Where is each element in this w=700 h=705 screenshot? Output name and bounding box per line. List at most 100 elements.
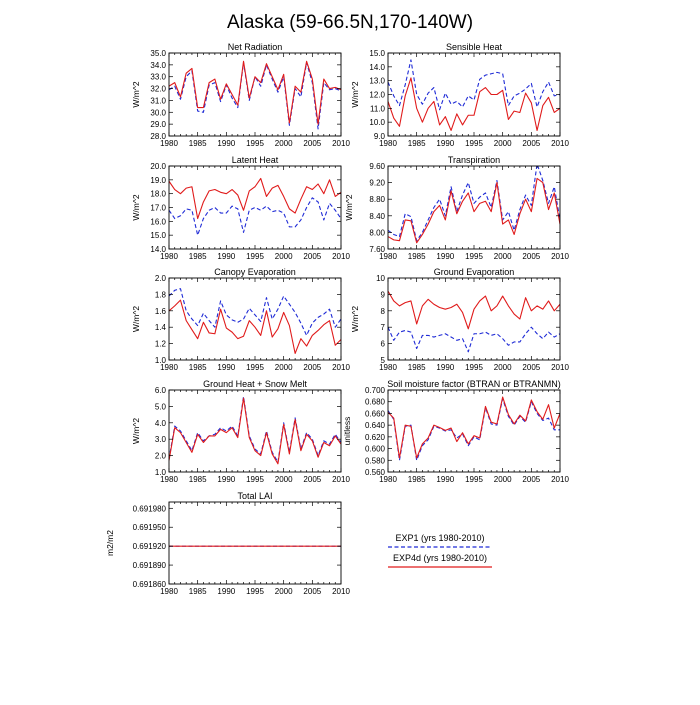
series-line-exp1 [388, 166, 560, 242]
series-line-exp4d [169, 177, 341, 220]
panel-title: Transpiration [448, 155, 500, 165]
series-line-exp4d [388, 290, 560, 330]
x-tick-label: 2010 [551, 475, 569, 484]
series-line-exp1 [388, 326, 560, 353]
x-tick-label: 1980 [160, 363, 178, 372]
plot-frame [168, 165, 342, 250]
y-tick-label: 8.00 [369, 228, 385, 237]
legend: EXP1 (yrs 1980-2010) EXP4d (yrs 1980-201… [388, 533, 492, 568]
series-line-exp1 [169, 197, 341, 236]
x-tick-label: 1980 [379, 139, 397, 148]
y-tick-label: 7.60 [369, 245, 385, 254]
x-tick-label: 1985 [189, 587, 207, 596]
y-tick-label: 1.0 [155, 356, 167, 365]
y-tick-label: 3.0 [155, 435, 167, 444]
chart-panel-4: Transpiration 1980 1985 1990 1995 2000 2005 201… [344, 155, 569, 261]
panel-title: Canopy Evaporation [214, 267, 296, 277]
series-line-exp1 [169, 396, 341, 463]
plot-frame [168, 501, 342, 585]
y-tick-label: 8.40 [369, 212, 385, 221]
y-tick-label: 9.20 [369, 179, 385, 188]
x-tick-label: 2010 [332, 475, 350, 484]
x-tick-label: 2000 [494, 139, 512, 148]
x-tick-label: 1980 [160, 252, 178, 261]
x-tick-label: 2010 [551, 363, 569, 372]
series-line-exp4d [388, 396, 560, 459]
x-tick-label: 1995 [246, 475, 264, 484]
y-axis-label: W/m^2 [350, 81, 360, 107]
y-tick-label: 9.60 [369, 162, 385, 171]
y-tick-label: 9 [381, 290, 386, 299]
y-tick-label: 8 [381, 307, 386, 316]
y-tick-label: 0.691920 [133, 542, 167, 551]
x-tick-label: 1985 [408, 252, 426, 261]
plot-frame [168, 277, 342, 361]
x-tick-label: 1985 [408, 475, 426, 484]
series-group [169, 177, 341, 236]
x-tick-label: 2005 [303, 363, 321, 372]
y-tick-label: 5.0 [155, 402, 167, 411]
x-tick-label: 2000 [275, 475, 293, 484]
x-tick-label: 1990 [217, 587, 235, 596]
x-tick-label: 1980 [379, 252, 397, 261]
plot-frame [168, 389, 342, 473]
series-line-exp4d [169, 397, 341, 465]
y-tick-label: 0.691950 [133, 523, 167, 532]
x-tick-label: 2000 [275, 252, 293, 261]
x-tick-label: 1995 [246, 587, 264, 596]
y-tick-label: 29.0 [150, 120, 166, 129]
x-tick-label: 1980 [160, 475, 178, 484]
x-tick-label: 1985 [408, 139, 426, 148]
y-axis-label: W/m^2 [131, 194, 141, 220]
y-tick-label: 18.0 [150, 190, 166, 199]
plot-frame [387, 165, 561, 250]
panels: Net Radiation 1980 1985 1990 1995 2000 2005 201… [105, 42, 569, 596]
x-tick-label: 1980 [379, 475, 397, 484]
series-group [169, 60, 341, 130]
chart-panel-1: Net Radiation 1980 1985 1990 1995 2000 2005 201… [131, 42, 350, 148]
series-line-exp4d [169, 299, 341, 354]
y-axis-label: W/m^2 [350, 306, 360, 332]
series-line-exp1 [169, 288, 341, 336]
x-tick-label: 2010 [551, 139, 569, 148]
y-tick-label: 1.0 [155, 468, 167, 477]
series-group [388, 396, 560, 461]
x-tick-label: 2000 [275, 587, 293, 596]
chart-panel-7: Ground Heat + Snow Melt 1980 1985 1990 1995 2… [131, 379, 350, 484]
y-tick-label: 7 [381, 323, 386, 332]
panel-title: Latent Heat [232, 155, 279, 165]
series-line-exp1 [169, 61, 341, 130]
x-tick-label: 2005 [522, 363, 540, 372]
x-tick-label: 1985 [408, 363, 426, 372]
y-tick-label: 35.0 [150, 49, 166, 58]
x-tick-label: 1995 [246, 252, 264, 261]
x-tick-label: 2000 [494, 252, 512, 261]
y-axis-label: W/m^2 [344, 194, 354, 220]
legend-label-exp1: EXP1 (yrs 1980-2010) [395, 533, 484, 543]
y-tick-label: 0.660 [365, 409, 386, 418]
x-tick-label: 2005 [303, 139, 321, 148]
y-tick-label: 2.0 [155, 452, 167, 461]
series-line-exp4d [388, 77, 560, 132]
y-tick-label: 6 [381, 340, 386, 349]
x-tick-label: 1980 [160, 587, 178, 596]
y-tick-label: 2.0 [155, 274, 167, 283]
y-tick-label: 17.0 [150, 204, 166, 213]
y-axis-label: W/m^2 [131, 81, 141, 107]
x-tick-label: 2005 [303, 252, 321, 261]
series-line-exp1 [388, 398, 560, 461]
y-tick-label: 1.6 [155, 307, 167, 316]
y-tick-label: 0.700 [365, 386, 386, 395]
panel-title: Total LAI [237, 491, 272, 501]
y-axis-label: W/m^2 [131, 306, 141, 332]
x-tick-label: 2005 [522, 139, 540, 148]
y-axis-label: W/m^2 [131, 418, 141, 444]
y-tick-label: 20.0 [150, 162, 166, 171]
y-tick-label: 12.0 [369, 91, 385, 100]
series-line-exp1 [388, 59, 560, 111]
y-tick-label: 0.560 [365, 468, 386, 477]
series-group [388, 166, 560, 244]
y-tick-label: 31.0 [150, 96, 166, 105]
x-tick-label: 2010 [551, 252, 569, 261]
